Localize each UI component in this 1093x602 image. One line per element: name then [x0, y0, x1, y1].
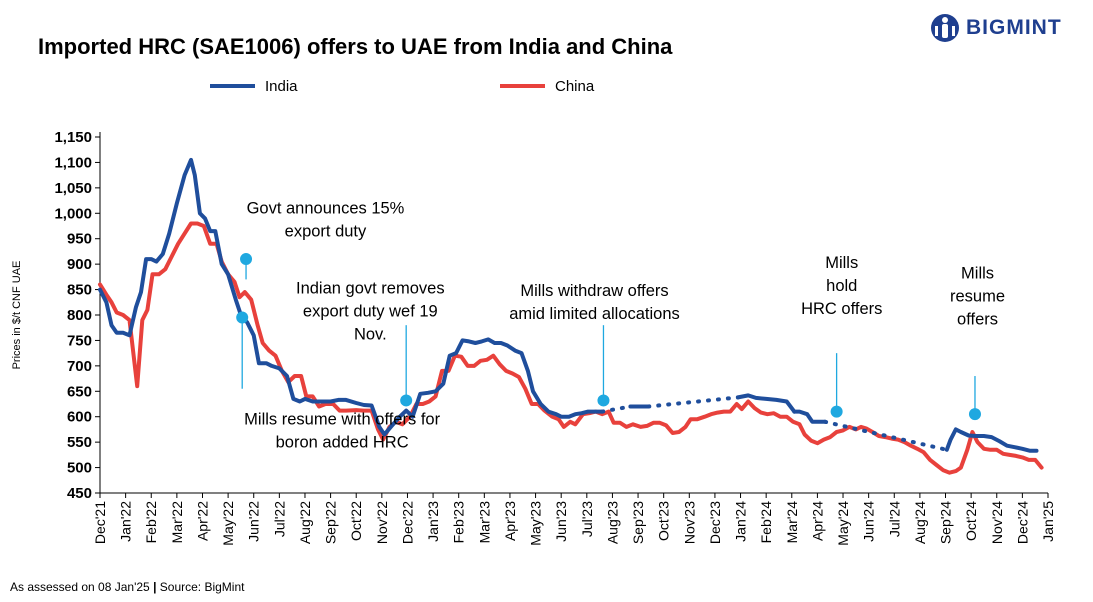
source-note: Source: BigMint [159, 580, 245, 594]
x-tick-label: Sep'23 [630, 501, 646, 544]
annotation-text: Govt announces 15% [247, 199, 405, 217]
x-tick-label: Jan'23 [425, 501, 441, 542]
x-tick-label: Apr'23 [502, 501, 518, 541]
x-tick-label: Jul'23 [579, 501, 595, 537]
y-tick-label: 900 [67, 256, 92, 273]
y-tick-label: 750 [67, 332, 92, 349]
footer-separator: | [153, 580, 157, 594]
x-tick-label: Jan'25 [1040, 501, 1056, 542]
x-tick-label: Feb'22 [143, 501, 159, 544]
india-series-line [98, 157, 605, 437]
x-tick-label: Nov'22 [374, 501, 390, 544]
x-tick-label: Apr'24 [809, 501, 825, 541]
y-tick-label: 450 [67, 485, 92, 502]
annotation-marker [830, 405, 843, 418]
annotation-marker [236, 311, 249, 324]
x-tick-label: Oct'22 [348, 501, 364, 541]
chart-title: Imported HRC (SAE1006) offers to UAE fro… [38, 34, 673, 59]
x-tick-label: Jan'24 [733, 501, 749, 542]
india-series-dotted [823, 419, 949, 452]
brand-name: BIGMINT [966, 16, 1062, 39]
x-tick-label: Mar'24 [784, 501, 800, 544]
annotation-text: Mills [825, 254, 858, 272]
x-tick-label: Jun'22 [246, 501, 262, 542]
x-tick-label: Dec'23 [707, 501, 723, 544]
x-tick-label: Feb'23 [451, 501, 467, 544]
y-tick-label: 700 [67, 358, 92, 375]
x-tick-label: Nov'24 [989, 501, 1005, 544]
china-series-line [98, 221, 1044, 475]
annotation-text: Indian govt removes [296, 280, 445, 298]
x-tick-label: Mar'23 [476, 501, 492, 544]
annotation-text: resume [950, 287, 1005, 305]
india-series-line [944, 427, 1039, 453]
annotation-text: HRC offers [801, 300, 882, 318]
annotation-marker [597, 394, 610, 407]
x-tick-label: Sep'24 [938, 501, 954, 544]
bigmint-logo-icon [931, 14, 959, 42]
x-tick-label: Dec'22 [399, 501, 415, 544]
annotation-marker [400, 394, 413, 407]
x-tick-label: Jun'23 [553, 501, 569, 542]
brand-logo: BIGMINT [930, 10, 1062, 46]
y-tick-label: 650 [67, 383, 92, 400]
annotation-text: Mills resume with offers for [244, 410, 440, 428]
india-series-dotted [646, 395, 740, 409]
x-tick-label: Jan'22 [118, 501, 134, 542]
legend-label-india: India [265, 78, 298, 95]
y-tick-label: 1,100 [54, 154, 92, 171]
y-tick-label: 1,050 [54, 180, 92, 197]
x-tick-label: Mar'22 [169, 501, 185, 544]
legend-label-china: China [555, 78, 595, 95]
y-tick-label: 600 [67, 409, 92, 426]
y-tick-label: 550 [67, 434, 92, 451]
assessed-date: As assessed on 08 Jan'25 [10, 580, 150, 594]
x-tick-label: Jul'24 [886, 501, 902, 537]
y-tick-label: 1,150 [54, 129, 92, 146]
annotation-text: Mills [961, 264, 994, 282]
x-tick-label: Dec'21 [92, 501, 108, 544]
chart-footer: As assessed on 08 Jan'25 | Source: BigMi… [10, 580, 244, 594]
x-tick-label: Dec'24 [1014, 501, 1030, 544]
y-tick-label: 950 [67, 231, 92, 248]
annotation-text: offers [957, 310, 998, 328]
y-tick-label: 800 [67, 307, 92, 324]
annotation-text: Mills withdraw offers [520, 282, 668, 300]
x-tick-label: May'22 [220, 501, 236, 546]
x-tick-label: Apr'22 [194, 501, 210, 541]
annotation-text: export duty wef 19 [303, 303, 438, 321]
annotation-text: Nov. [354, 326, 387, 344]
y-tick-label: 1,000 [54, 205, 92, 222]
x-tick-label: Oct'24 [963, 501, 979, 541]
x-tick-label: Nov'23 [681, 501, 697, 544]
x-tick-label: Aug'23 [604, 501, 620, 544]
x-tick-label: May'23 [528, 501, 544, 546]
india-series-line [792, 409, 828, 424]
annotation-text: hold [826, 277, 857, 295]
annotation-marker [240, 253, 253, 266]
x-tick-label: Feb'24 [758, 501, 774, 544]
x-tick-label: Jul'22 [271, 501, 287, 537]
x-tick-label: Aug'22 [297, 501, 313, 544]
y-tick-label: 850 [67, 282, 92, 299]
india-series-line [736, 393, 797, 414]
x-tick-label: May'24 [835, 501, 851, 546]
x-tick-label: Sep'22 [323, 501, 339, 544]
y-tick-label: 500 [67, 460, 92, 477]
annotation-text: export duty [285, 222, 367, 240]
x-tick-label: Jun'24 [861, 501, 877, 542]
x-tick-label: Aug'24 [912, 501, 928, 544]
annotation-text: boron added HRC [276, 433, 409, 451]
annotation-text: amid limited allocations [509, 305, 680, 323]
annotation-marker [968, 408, 981, 421]
y-axis-label: Prices in $/t CNF UAE [11, 261, 23, 370]
x-tick-label: Oct'23 [656, 501, 672, 541]
